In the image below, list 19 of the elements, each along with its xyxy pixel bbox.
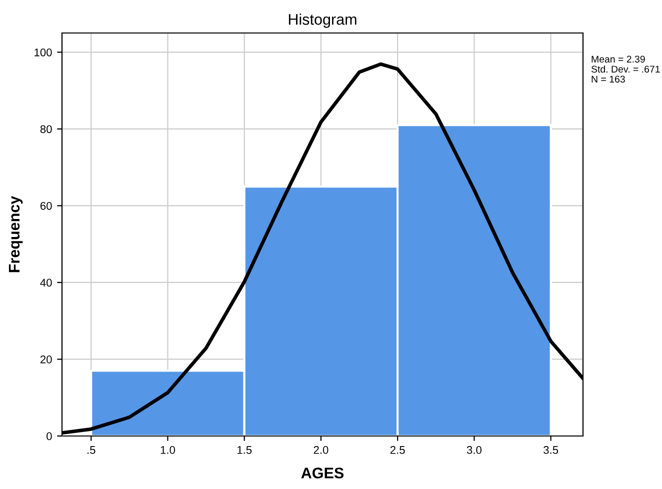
text: Std. Dev. = .671 xyxy=(591,65,660,73)
x-tick-label: 3.5 xyxy=(544,446,558,454)
y-tick-label: 0 xyxy=(46,432,52,440)
x-tick-label: 2.5 xyxy=(390,446,405,454)
text: N = 163 xyxy=(592,76,625,83)
y-tick-label: 100 xyxy=(34,48,52,56)
x-tick-label: 1.5 xyxy=(237,446,252,454)
y-tick-label: 40 xyxy=(40,278,52,287)
y-tick-label: 60 xyxy=(40,202,52,210)
x-tick-label: 3.0 xyxy=(466,446,482,454)
text: Mean = 2.39 xyxy=(592,56,645,63)
x-tick-label: 1.0 xyxy=(160,446,176,454)
x-tick-label: 2.0 xyxy=(314,446,328,454)
y-axis-title: Frequency xyxy=(8,196,23,272)
x-tick-label: .5 xyxy=(87,446,96,454)
y-tick-label: 20 xyxy=(40,356,52,364)
y-tick-label: 80 xyxy=(40,125,52,134)
chart-title: Histogram xyxy=(288,14,356,28)
x-axis-title: AGES xyxy=(301,468,344,478)
